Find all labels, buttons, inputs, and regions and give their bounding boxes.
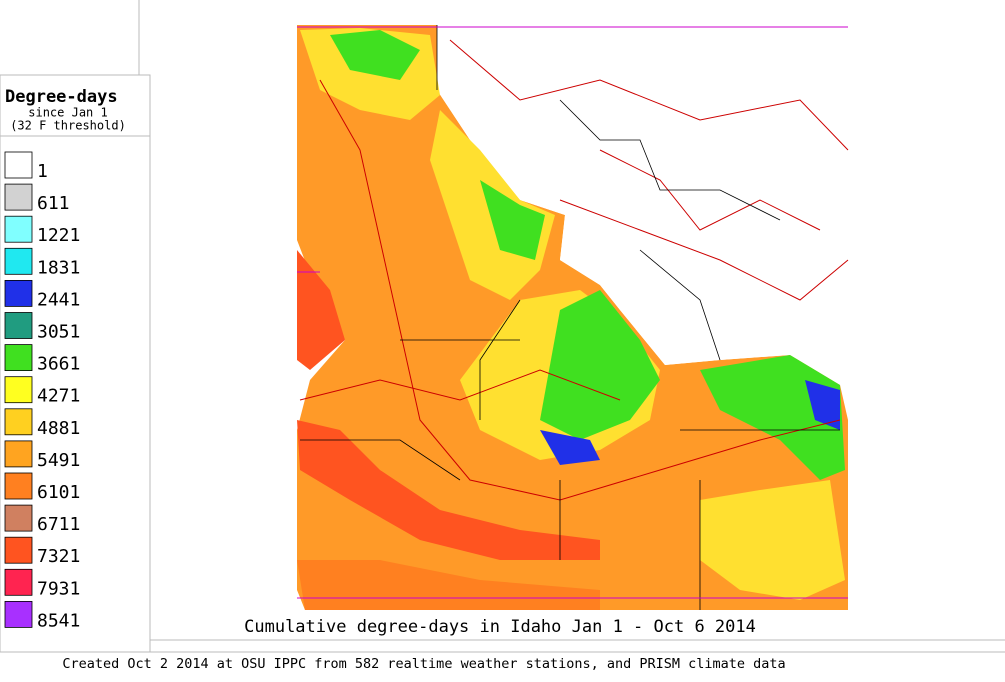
legend-swatch [4, 344, 33, 372]
legend-title: Degree-days [5, 87, 118, 107]
legend-label: 1831 [37, 257, 80, 278]
legend-label: 2441 [37, 289, 80, 310]
state-lines [297, 26, 848, 599]
terrain-coldest [805, 380, 840, 430]
county-lines [300, 25, 840, 610]
legend-label: 4881 [37, 418, 80, 439]
legend-label: 3051 [37, 322, 80, 343]
terrain-cold [480, 180, 545, 260]
legend-swatch [4, 536, 33, 564]
legend-swatch [4, 247, 33, 275]
legend-swatch [4, 376, 33, 404]
legend-subtitle: since Jan 1 [28, 106, 107, 120]
legend-label: 611 [37, 193, 70, 214]
legend-swatch [4, 408, 33, 436]
legend-label: 3661 [37, 354, 80, 375]
legend-label: 7931 [37, 578, 80, 599]
legend-label: 5491 [37, 450, 80, 471]
map [297, 25, 849, 610]
legend-label: 1 [37, 161, 48, 182]
legend-label: 1221 [37, 225, 80, 246]
legend-swatch [4, 151, 33, 179]
no-data-region [437, 25, 848, 385]
legend-label: 6101 [37, 482, 80, 503]
legend-swatch [4, 279, 33, 307]
legend-swatch [4, 440, 33, 468]
terrain-cold [540, 290, 660, 440]
legend-swatch [4, 504, 33, 532]
roads [299, 39, 849, 501]
footer: Created Oct 2 2014 at OSU IPPC from 582 … [62, 656, 785, 672]
legend-swatch [4, 568, 33, 596]
legend-swatch [4, 215, 33, 243]
legend-swatch [4, 183, 33, 211]
legend-label: 7321 [37, 546, 80, 567]
terrain-hot [297, 250, 345, 370]
legend-swatch [4, 472, 33, 500]
terrain-cold [330, 30, 420, 80]
terrain-cool [700, 480, 845, 600]
legend-label: 4271 [37, 386, 80, 407]
legend-label: 6711 [37, 514, 80, 535]
legend-label: 8541 [37, 610, 80, 631]
map-title: Cumulative degree-days in Idaho Jan 1 - … [244, 617, 756, 637]
legend-note: (32 F threshold) [10, 119, 126, 133]
legend-swatch [4, 312, 33, 339]
terrain-hot [297, 420, 600, 560]
legend-swatch [4, 601, 33, 628]
terrain-coldest [540, 430, 600, 465]
